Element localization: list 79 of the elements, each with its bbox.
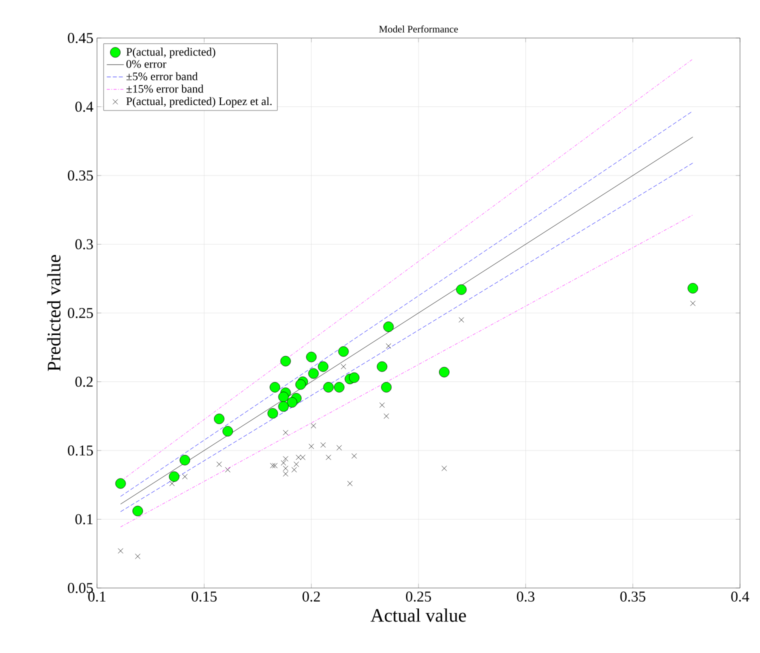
point [381,382,392,392]
y-tick-label: 0.35 [68,170,93,181]
x-tick-label: 0.15 [192,592,217,602]
y-tick-label: 0.05 [68,582,93,594]
point [376,361,388,372]
x-tick-label: 0.35 [620,592,646,602]
point [278,392,289,402]
chart-title: Model Performance [379,25,458,32]
point [282,466,288,472]
x-tick-label: 0.3 [516,592,534,602]
x-tick-label: 0.25 [406,592,431,602]
point [310,423,316,428]
y-tick-label: 0.1 [75,514,93,524]
point [132,506,143,516]
y-tick-label: 0.3 [75,239,93,250]
x-tick-label: 0.1 [88,592,106,602]
x-axis-title: Actual value [370,608,466,622]
point [270,462,276,468]
point [320,442,326,448]
point [308,368,319,379]
point [214,414,224,424]
legend-label: P(actual, predicted) [126,48,216,58]
point [272,462,278,468]
point [318,361,328,372]
point [384,413,390,419]
point [182,474,188,480]
point [294,462,300,467]
point [280,356,291,366]
point [340,364,346,370]
y-tick-label: 0.45 [68,32,93,44]
point [347,480,353,486]
y-tick-label: 0.25 [68,308,93,318]
legend-label: ±15% error band [126,84,204,93]
point [225,467,230,472]
point [282,456,288,462]
point [268,408,278,419]
point [296,454,302,460]
y-axis-title: Predicted value [47,255,60,372]
point [270,382,280,392]
point [688,283,698,294]
point [442,466,447,472]
point [282,430,288,436]
legend-label: P(actual, predicted) Lopez et al. [126,97,272,108]
point [456,284,467,295]
point [458,317,464,323]
point [306,352,317,362]
point [222,426,233,436]
point [118,548,124,554]
point [168,471,180,482]
x-tick-label: 0.2 [302,592,320,602]
point [115,478,126,489]
point [278,401,289,412]
y-tick-label: 0.15 [68,445,93,456]
point [338,346,349,357]
point [349,372,360,383]
point [180,454,190,466]
point [135,554,140,560]
point [383,322,394,332]
point [286,397,298,408]
point [336,445,342,450]
legend-label: ±5% error band [126,72,198,80]
point [439,366,450,378]
point [323,382,334,392]
point [280,460,286,466]
y-tick-label: 0.4 [75,102,94,112]
point [169,480,175,486]
x-tick-label: 0.4 [731,592,750,602]
point [216,462,222,467]
point [690,300,696,306]
point [295,379,306,390]
point [282,471,288,477]
legend-label: 0% error [126,60,166,68]
point [352,453,357,459]
point [379,402,385,408]
point [292,467,297,472]
point [334,382,344,392]
y-tick-label: 0.2 [75,376,93,387]
point [326,454,332,460]
point [308,444,314,450]
